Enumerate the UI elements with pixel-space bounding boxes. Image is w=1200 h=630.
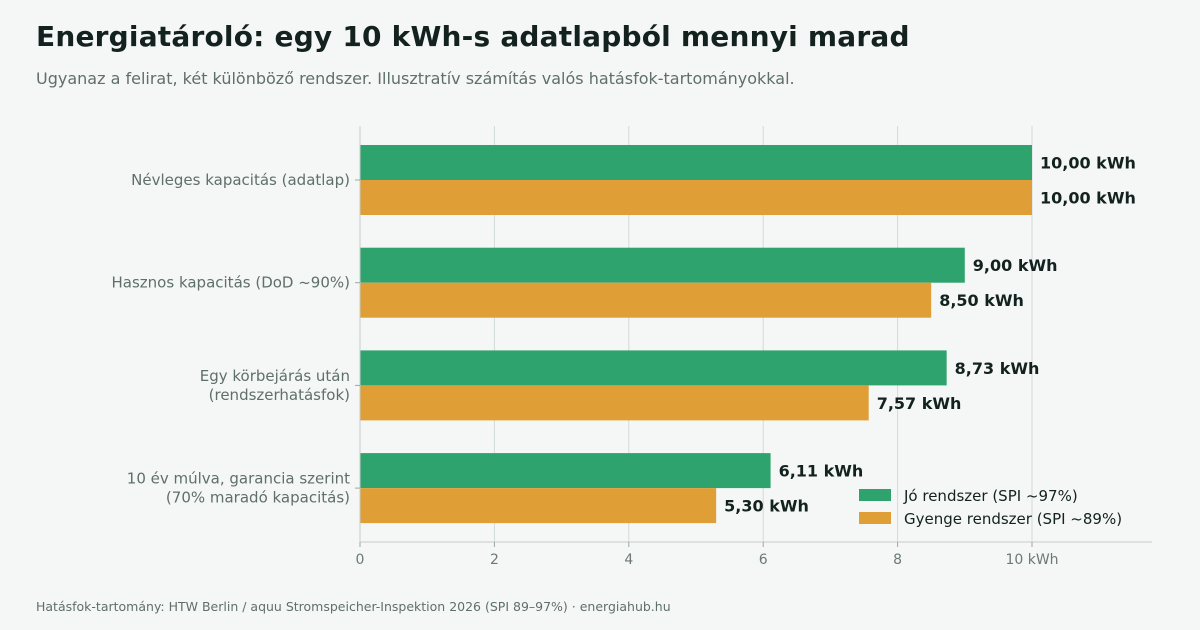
value-label-s1-c0: 10,00 kWh [1040,189,1136,208]
value-label-s1-c2: 7,57 kWh [877,394,962,413]
category-label-1: Hasznos kapacitás (DoD ~90%) [112,274,350,292]
x-tick-label-5: 10 kWh [1005,552,1058,568]
bar-s1-c1 [360,282,932,318]
chart-subtitle: Ugyanaz a felirat, két különböző rendsze… [36,69,795,88]
value-label-s1-c1: 8,50 kWh [939,291,1024,310]
legend: Jó rendszer (SPI ~97%) Gyenge rendszer (S… [859,487,1122,528]
x-tick-label-0: 0 [356,552,365,568]
category-label-line: (rendszerhatásfok) [209,386,350,404]
bar-s1-c0 [360,180,1032,215]
bar-s0-c1 [360,247,965,283]
x-tick-label-1: 2 [490,552,499,568]
category-label-line: Hasznos kapacitás (DoD ~90%) [112,274,350,292]
bar-s1-c2 [360,385,869,421]
bar-s0-c0 [360,145,1032,180]
category-label-0: Névleges kapacitás (adatlap) [131,171,350,189]
axes: 0 2 4 6 8 10 kWh Névleges kapacitás (adatlap) H… [112,126,1152,568]
value-label-s0-c1: 9,00 kWh [973,256,1058,275]
category-label-2: Egy körbejárás után (rendszerhatásfok) [200,367,350,404]
category-label-line: Egy körbejárás után [200,367,350,385]
chart-title: Energiatároló: egy 10 kWh-s adatlapból m… [36,20,910,53]
x-tick-label-4: 8 [893,552,902,568]
x-tick-label-3: 6 [759,552,768,568]
legend-label-1: Gyenge rendszer (SPI ~89%) [904,510,1122,528]
legend-swatch-1 [859,512,891,524]
value-label-s0-c0: 10,00 kWh [1040,154,1136,173]
category-label-line: 10 év múlva, garancia szerint [127,470,350,488]
source-footer: Hatásfok-tartomány: HTW Berlin / aquu St… [36,599,671,614]
category-label-3: 10 év múlva, garancia szerint (70% maradó… [127,470,350,507]
category-label-line: (70% maradó kapacitás) [166,489,350,507]
value-label-s1-c3: 5,30 kWh [724,497,809,516]
legend-swatch-0 [859,489,891,501]
legend-label-0: Jó rendszer (SPI ~97%) [903,487,1078,505]
category-label-line: Névleges kapacitás (adatlap) [131,171,350,189]
bar-s0-c2 [360,350,947,386]
value-label-s0-c2: 8,73 kWh [955,359,1040,378]
bar-s0-c3 [360,453,771,489]
bars: 10,00 kWh 10,00 kWh 9,00 kWh 8,50 kWh 8,73 k… [360,145,1136,524]
bar-s1-c3 [360,488,717,524]
x-tick-label-2: 4 [624,552,633,568]
value-label-s0-c3: 6,11 kWh [779,462,864,481]
